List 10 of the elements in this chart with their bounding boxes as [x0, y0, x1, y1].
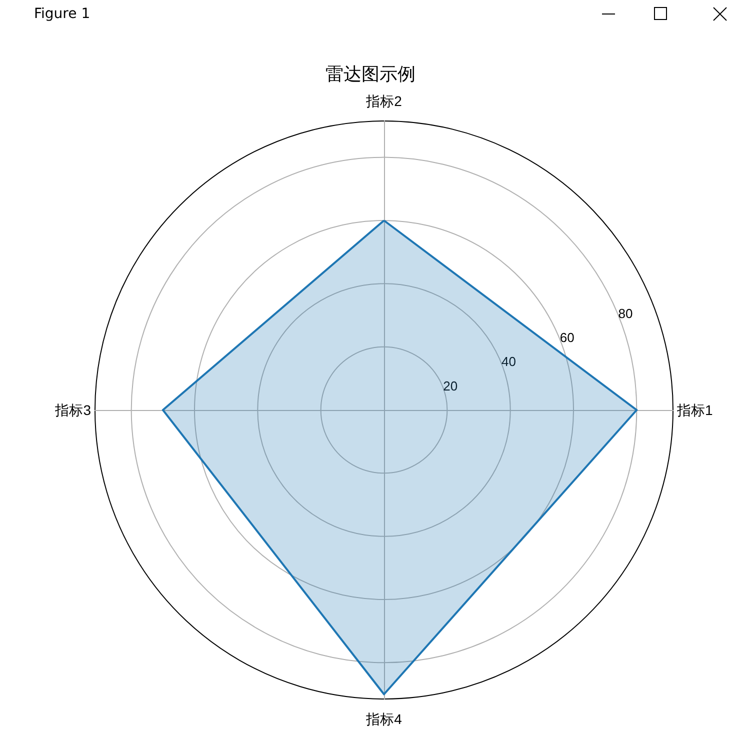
- y-tick-label: 40: [501, 354, 516, 370]
- spoke-label: 指标2: [365, 93, 402, 109]
- y-tick-label: 60: [560, 330, 574, 345]
- spoke-label: 指标1: [676, 402, 713, 418]
- y-tick-label: 80: [618, 306, 633, 321]
- y-tick-label: 20: [443, 378, 458, 394]
- chart-title: 雷达图示例: [326, 64, 416, 84]
- caption: Figure 1: [34, 5, 90, 23]
- spoke-label: 指标4: [365, 711, 402, 727]
- spoke-label: 指标3: [54, 402, 92, 418]
